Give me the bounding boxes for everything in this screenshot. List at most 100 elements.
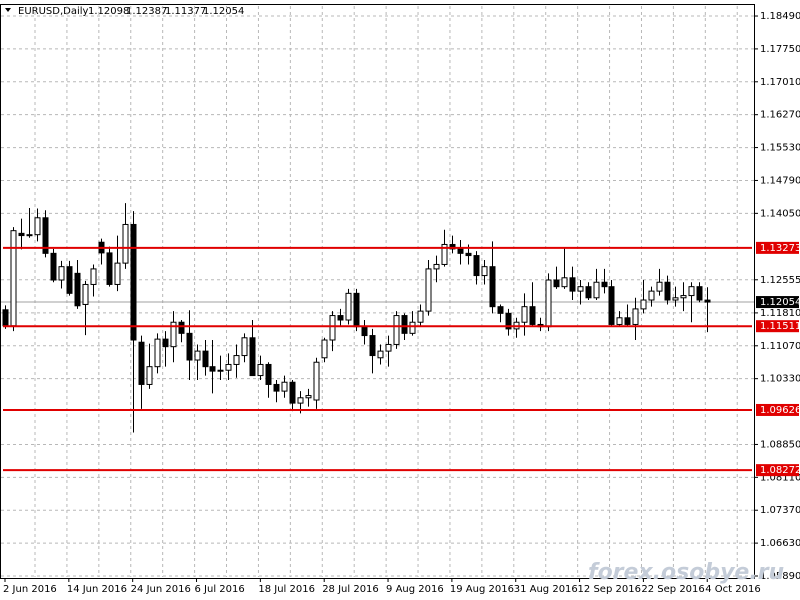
candle-body xyxy=(417,310,424,323)
candle-body xyxy=(58,266,65,281)
level-label-box xyxy=(756,241,799,254)
y-tick-label: 1.07370 xyxy=(760,505,800,516)
candle-body xyxy=(545,279,552,328)
x-tick-label: 2 Jun 2016 xyxy=(3,584,57,595)
candle-body xyxy=(217,369,224,372)
candle-body xyxy=(233,355,240,365)
candle-body xyxy=(624,317,631,325)
candle-body xyxy=(26,234,33,237)
candle-body xyxy=(696,286,703,301)
y-tick-label: 1.08850 xyxy=(760,439,800,450)
candle-body xyxy=(473,255,480,277)
level-label: 1.08272 xyxy=(760,465,800,476)
candle-body xyxy=(585,286,592,299)
candle-body xyxy=(273,383,280,392)
candle-body xyxy=(305,395,312,399)
y-tick-label: 1.08110 xyxy=(760,472,800,483)
y-tick-label: 1.17010 xyxy=(760,77,800,88)
candle-body xyxy=(34,217,41,236)
candle-body xyxy=(353,292,360,328)
x-tick-label: 18 Jul 2016 xyxy=(258,584,315,595)
candle-body xyxy=(281,381,288,392)
watermark: forex.osobye.ru xyxy=(588,560,784,585)
current-price-box xyxy=(756,296,799,309)
y-tick-label: 1.06630 xyxy=(760,538,800,549)
candle-body xyxy=(616,317,623,325)
candle-body xyxy=(393,315,400,345)
candle-body xyxy=(401,315,408,334)
candle-body xyxy=(704,299,711,303)
candle-body xyxy=(481,266,488,277)
candle-body xyxy=(361,326,368,337)
candle-body xyxy=(114,262,121,285)
menu-triangle[interactable] xyxy=(5,8,11,12)
candle-body xyxy=(2,309,9,327)
candle-body xyxy=(377,350,384,359)
candle-body xyxy=(82,283,89,305)
candle-body xyxy=(50,252,57,281)
x-tick-label: 28 Jul 2016 xyxy=(322,584,379,595)
current-price-label: 1.12054 xyxy=(760,297,800,308)
candle-body xyxy=(457,248,464,254)
candle-body xyxy=(162,338,169,348)
level-label: 1.13273 xyxy=(760,243,800,254)
candle-body xyxy=(601,281,608,288)
candle-body xyxy=(106,252,113,285)
candle-body xyxy=(449,243,456,250)
candle-body xyxy=(90,268,97,285)
x-tick-label: 9 Aug 2016 xyxy=(386,584,444,595)
candle-body xyxy=(241,337,248,357)
ohlc-high: 1.12387 xyxy=(126,6,167,17)
candle-body xyxy=(138,341,145,385)
candle-body xyxy=(465,252,472,257)
candle-body xyxy=(130,223,137,341)
candle-body xyxy=(577,286,584,292)
candle-body xyxy=(321,339,328,359)
x-tick-label: 24 Jun 2016 xyxy=(131,584,191,595)
candle-body xyxy=(297,397,304,404)
candle-body xyxy=(521,306,528,323)
candle-body xyxy=(553,279,560,288)
candle-body xyxy=(249,337,256,377)
candle-body xyxy=(194,350,201,361)
candle-body xyxy=(186,332,193,361)
candle-body xyxy=(409,321,416,334)
candle-body xyxy=(593,281,600,299)
candle-body xyxy=(529,306,536,325)
level-label: 1.09626 xyxy=(760,405,800,416)
y-tick-label: 1.14790 xyxy=(760,175,800,186)
level-label-box xyxy=(756,464,799,477)
candle-body xyxy=(672,297,679,301)
candle-body xyxy=(608,286,615,325)
candle-body xyxy=(656,281,663,292)
plot-border xyxy=(0,4,755,579)
level-label-box xyxy=(756,403,799,416)
candle-body xyxy=(329,315,336,341)
x-tick-label: 6 Jul 2016 xyxy=(195,584,245,595)
candle-body xyxy=(289,381,296,404)
candle-body xyxy=(74,272,81,307)
candle-body xyxy=(257,363,264,377)
candle-body xyxy=(66,266,73,294)
y-tick-label: 1.12555 xyxy=(760,275,800,286)
candle-body xyxy=(313,361,320,401)
candle-body xyxy=(42,217,49,254)
chart-title: EURUSD,Daily xyxy=(18,6,89,17)
x-tick-label: 31 Aug 2016 xyxy=(514,584,578,595)
candle-body xyxy=(154,338,161,368)
candle-body xyxy=(561,277,568,288)
candle-body xyxy=(146,366,153,385)
candle-body xyxy=(497,306,504,314)
ohlc-open: 1.12098 xyxy=(88,6,129,17)
candle-body xyxy=(569,277,576,292)
y-tick-label: 1.18490 xyxy=(760,11,800,22)
candle-body xyxy=(640,299,647,310)
candle-body xyxy=(345,292,352,321)
y-tick-label: 1.10330 xyxy=(760,374,800,385)
ohlc-close: 1.12054 xyxy=(203,6,244,17)
candle-body xyxy=(122,223,129,264)
candle-body xyxy=(632,308,639,325)
candle-body xyxy=(664,281,671,301)
